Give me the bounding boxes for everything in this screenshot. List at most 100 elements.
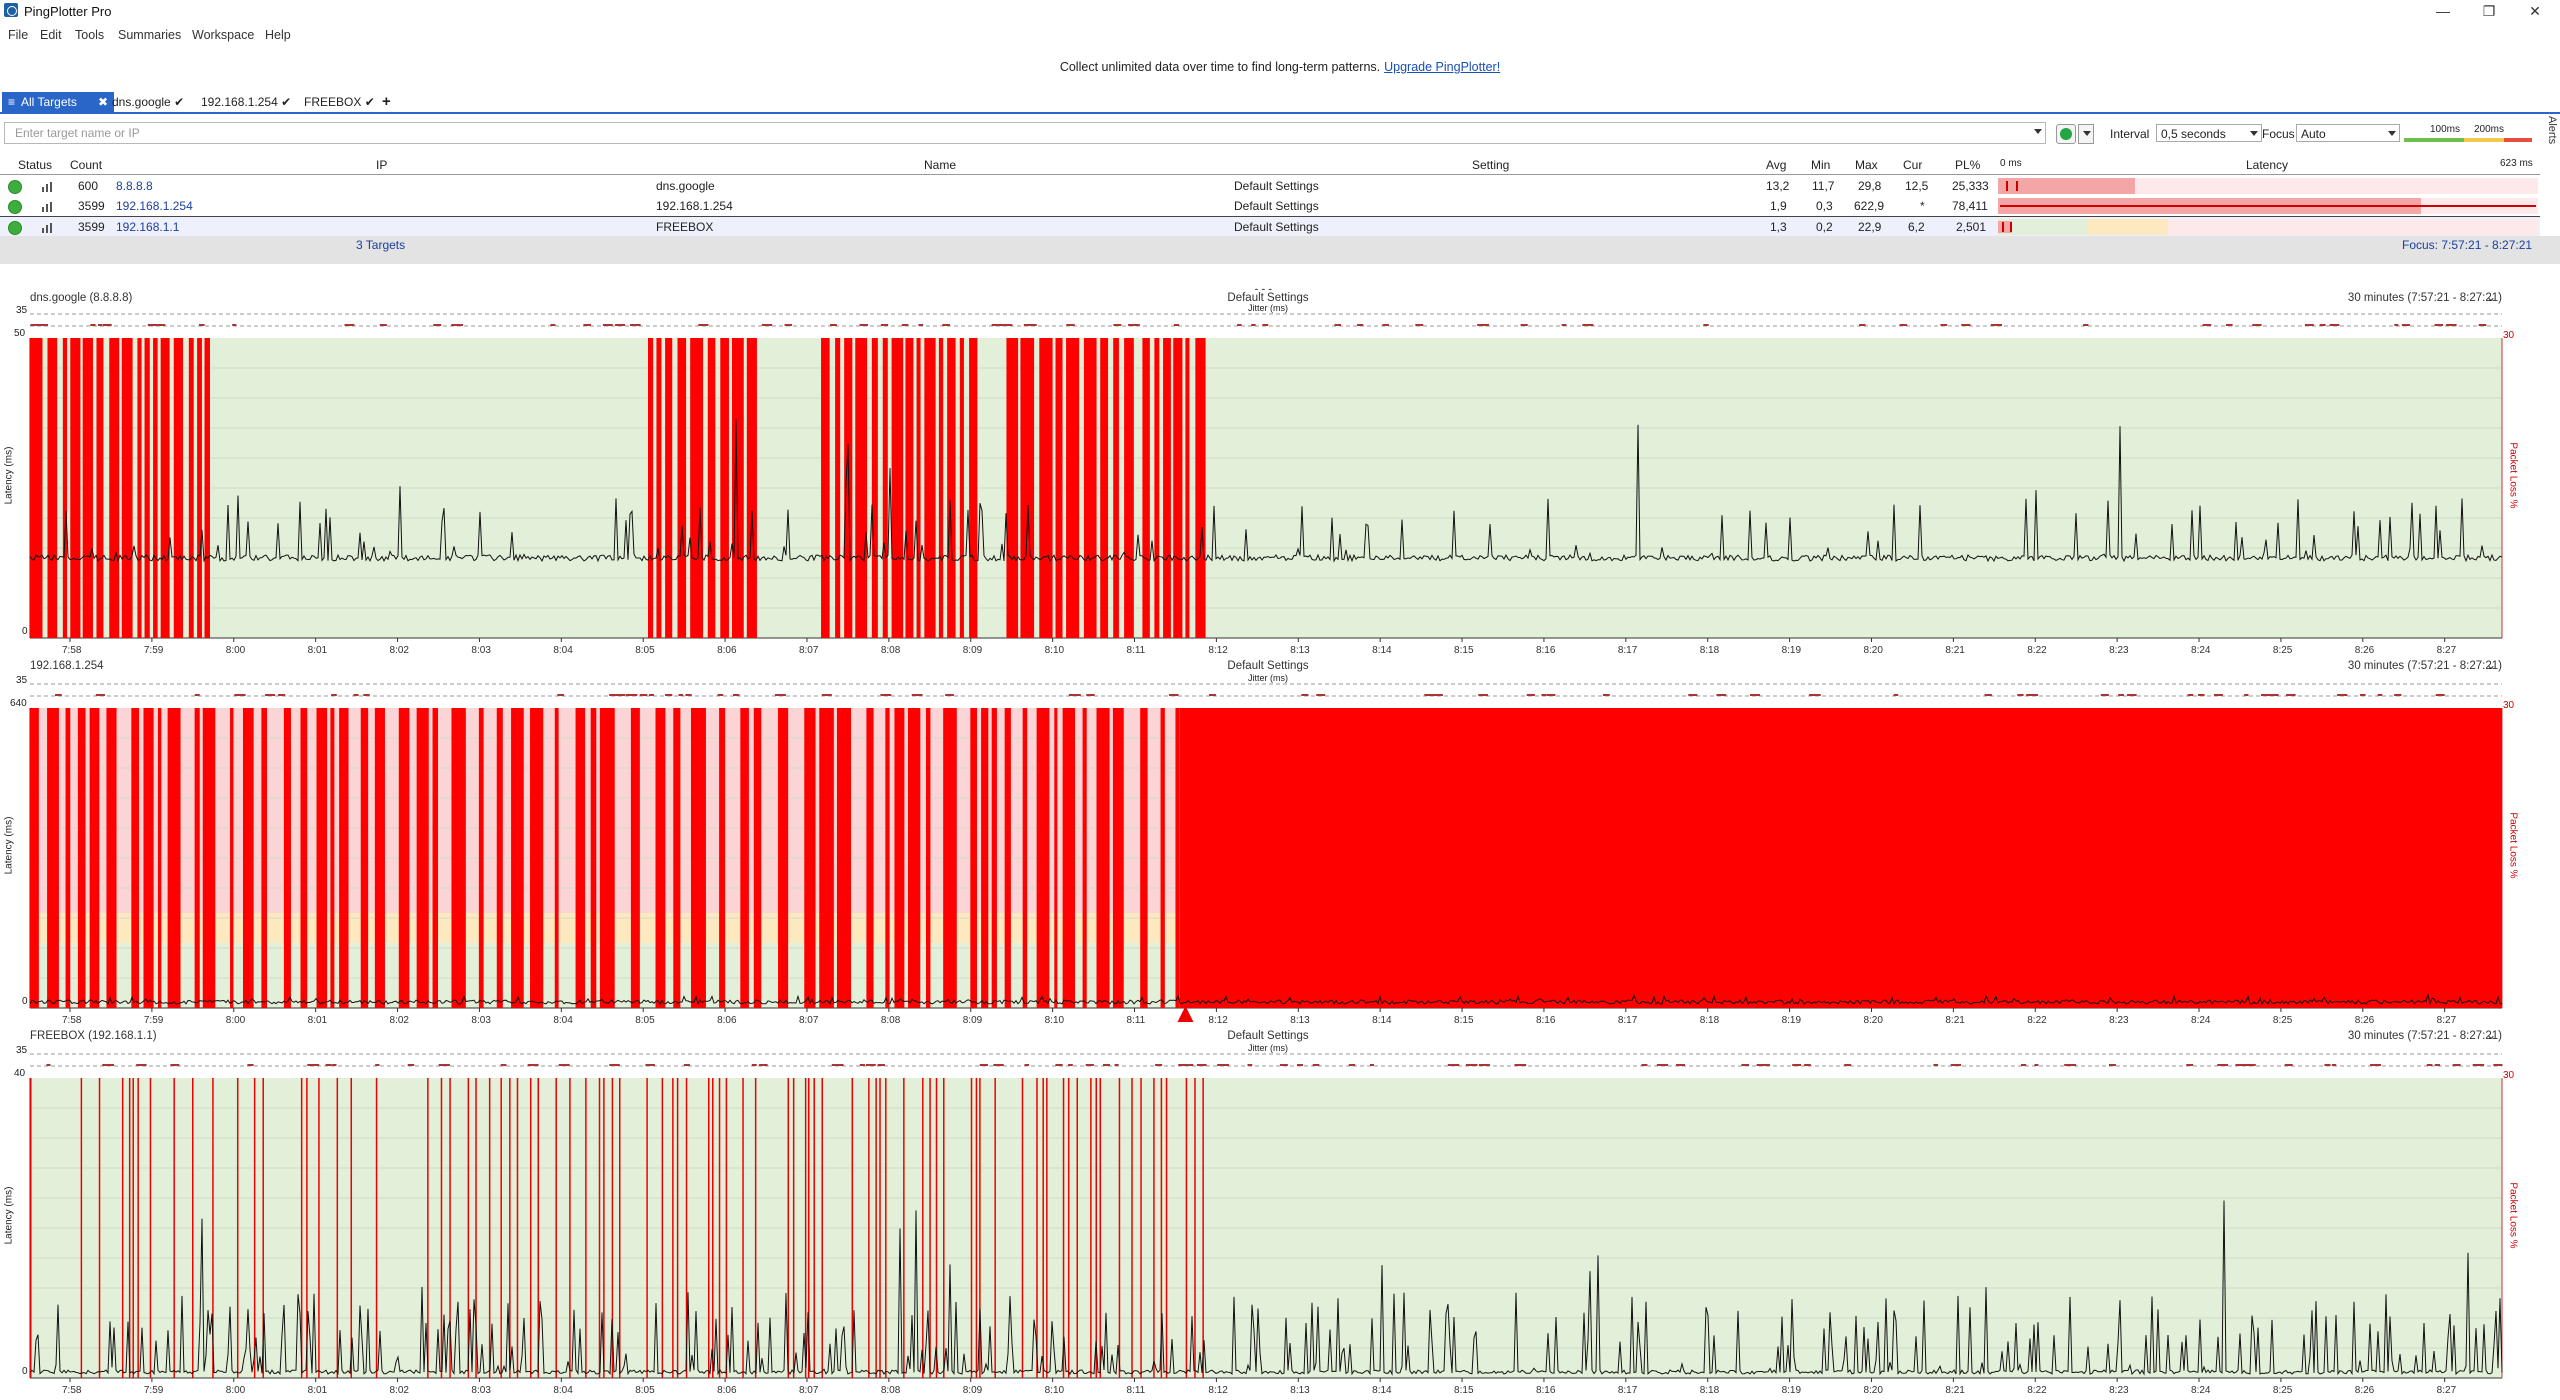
packet-loss-bar	[1154, 338, 1160, 638]
graph-toggle-icon[interactable]	[42, 181, 52, 192]
jitter-mark	[831, 1064, 844, 1066]
jitter-mark	[325, 1064, 332, 1066]
packet-loss-bar	[188, 338, 194, 638]
menu-file[interactable]: File	[8, 28, 29, 42]
tab-all-targets[interactable]: ≡ All Targets ✖	[2, 92, 114, 112]
start-options-dropdown[interactable]	[2078, 124, 2094, 144]
x-tick-label: 8:24	[2191, 645, 2211, 656]
jitter-mark	[979, 1064, 988, 1066]
latency-series-line	[29, 1200, 2503, 1376]
packet-loss-bar	[746, 338, 757, 638]
header-latency[interactable]: Latency	[2246, 158, 2289, 172]
start-trace-button[interactable]	[2056, 124, 2076, 144]
scale-bad-segment	[2504, 138, 2532, 142]
menu-summaries[interactable]: Summaries	[118, 28, 182, 42]
packet-loss-bar	[1090, 1078, 1092, 1378]
graph-panel-freebox[interactable]: FREEBOX (192.168.1.1) Default Settings 3…	[0, 1028, 2560, 1400]
packet-loss-bar	[197, 338, 202, 638]
header-cur[interactable]: Cur	[1903, 158, 1923, 172]
packet-loss-bar	[128, 1078, 131, 1378]
restore-button[interactable]: ❐	[2482, 3, 2496, 19]
packet-loss-bar	[661, 1078, 664, 1378]
x-tick-label: 8:26	[2355, 1385, 2375, 1396]
table-row[interactable]: 3599 192.168.1.254 192.168.1.254 Default…	[0, 196, 2540, 216]
graph-panel-dns-google[interactable]: dns.google (8.8.8.8) Default Settings 30…	[0, 290, 2560, 660]
interval-select[interactable]: 0,5 seconds	[2156, 124, 2262, 142]
header-status[interactable]: Status	[18, 158, 53, 172]
jitter-label: Jitter (ms)	[1248, 673, 1288, 683]
table-row[interactable]: 600 8.8.8.8 dns.google Default Settings …	[0, 176, 2540, 196]
header-name[interactable]: Name	[924, 158, 957, 172]
tab-192-168-1-254[interactable]: 192.168.1.254 ✔	[195, 92, 297, 112]
header-pl[interactable]: PL%	[1955, 158, 1981, 172]
header-max[interactable]: Max	[1855, 158, 1878, 172]
header-ip[interactable]: IP	[376, 158, 388, 172]
graph-toggle-icon[interactable]	[42, 201, 52, 212]
packet-loss-bar	[30, 338, 43, 638]
jitter-mark	[1716, 694, 1727, 696]
jitter-max: 35	[16, 1045, 28, 1056]
chevron-down-icon[interactable]	[2034, 129, 2042, 134]
upgrade-link[interactable]: Upgrade PingPlotter!	[1384, 60, 1501, 74]
graph-range[interactable]: 30 minutes (7:57:21 - 8:27:21)	[2347, 292, 2502, 304]
header-setting[interactable]: Setting	[1472, 158, 1510, 172]
add-tab-button[interactable]: +	[382, 93, 391, 110]
focus-select[interactable]: Auto	[2296, 124, 2400, 142]
cell-pl: 78,411	[1952, 199, 1988, 213]
jitter-mark	[1990, 324, 2002, 326]
alerts-side-tab[interactable]: Alerts	[2546, 116, 2558, 145]
jitter-mark	[2435, 694, 2445, 696]
jitter-mark	[278, 694, 286, 696]
target-input[interactable]: Enter target name or IP	[4, 122, 2046, 144]
packet-loss-bar	[804, 708, 816, 1008]
jitter-mark	[2304, 324, 2314, 326]
table-row[interactable]: 3599 192.168.1.1 FREEBOX Default Setting…	[0, 216, 2540, 238]
jitter-mark	[97, 324, 103, 326]
packet-loss-bar	[1160, 1078, 1163, 1378]
header-count[interactable]: Count	[70, 158, 103, 172]
jitter-mark	[2249, 1064, 2256, 1066]
jitter-mark	[2401, 324, 2410, 326]
cell-min: 11,7	[1812, 179, 1835, 193]
jitter-mark	[774, 694, 786, 696]
x-tick-label: 8:01	[308, 1015, 328, 1026]
packet-loss-bar	[1066, 338, 1080, 638]
graph-toggle-icon[interactable]	[42, 222, 52, 233]
collapse-icon[interactable]: ⌄	[2486, 658, 2497, 672]
graph-range[interactable]: 30 minutes (7:57:21 - 8:27:21)	[2347, 1030, 2502, 1042]
focus-range: Focus: 7:57:21 - 8:27:21	[2402, 238, 2533, 252]
check-icon: ✔	[364, 95, 375, 109]
jitter-mark	[859, 1064, 865, 1066]
jitter-mark	[911, 694, 923, 696]
tab-freebox[interactable]: FREEBOX ✔	[298, 92, 381, 112]
close-button[interactable]: ✕	[2529, 3, 2541, 19]
packet-loss-bar	[1054, 708, 1058, 1008]
packet-loss-bar	[1175, 708, 1180, 1008]
cell-ip: 8.8.8.8	[116, 179, 153, 193]
collapse-icon[interactable]: ⌄	[2486, 1028, 2497, 1042]
chevron-down-icon	[2250, 131, 2258, 136]
graph-panel-192-168-1-254[interactable]: 192.168.1.254 Default Settings 30 minute…	[0, 658, 2560, 1030]
header-avg[interactable]: Avg	[1766, 158, 1787, 172]
packet-loss-bar	[603, 1078, 605, 1378]
menu-help[interactable]: Help	[265, 28, 291, 42]
scale-good-segment	[2404, 138, 2464, 142]
tab-dns-google[interactable]: dns.google ✔	[106, 92, 190, 112]
packet-loss-bar	[708, 1078, 710, 1378]
menu-edit[interactable]: Edit	[40, 28, 62, 42]
packet-loss-bar	[374, 708, 385, 1008]
jitter-mark	[880, 694, 885, 696]
close-tab-icon[interactable]: ✖	[97, 95, 108, 109]
header-min[interactable]: Min	[1811, 158, 1831, 172]
minimize-button[interactable]: —	[2436, 3, 2450, 19]
jitter-mark	[698, 324, 709, 326]
x-tick-label: 8:09	[963, 1015, 983, 1026]
menu-tools[interactable]: Tools	[75, 28, 105, 42]
tab-label: dns.google	[112, 95, 171, 109]
menu-workspace[interactable]: Workspace	[192, 28, 255, 42]
packet-loss-bar	[690, 338, 704, 638]
graph-range[interactable]: 30 minutes (7:57:21 - 8:27:21)	[2347, 660, 2502, 672]
collapse-icon[interactable]: ⌄	[2486, 290, 2497, 304]
cell-cur: 6,2	[1908, 220, 1925, 234]
jitter-mark	[2244, 694, 2249, 696]
